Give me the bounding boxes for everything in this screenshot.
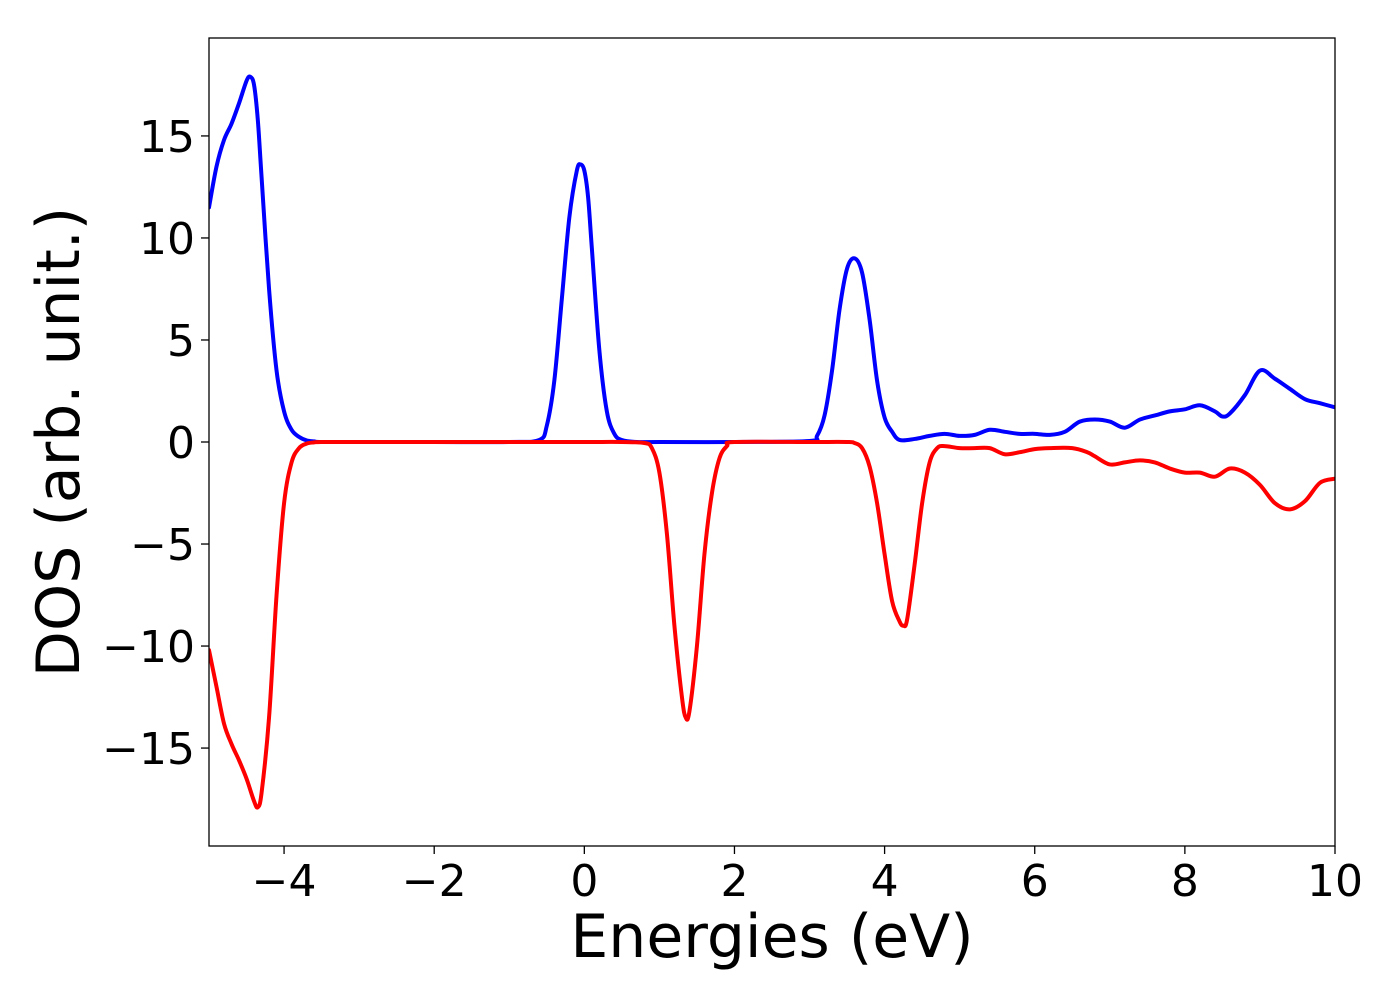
x-tick-label: 0 bbox=[570, 856, 598, 907]
x-tick-label: 4 bbox=[871, 856, 899, 907]
y-tick-label: 5 bbox=[167, 316, 195, 367]
y-tick-label: −10 bbox=[102, 622, 195, 673]
y-tick-label: 10 bbox=[139, 214, 195, 265]
y-tick-label: −5 bbox=[130, 520, 195, 571]
series-line-1 bbox=[209, 74, 1335, 445]
series-line-2 bbox=[209, 439, 1335, 810]
x-axis: −4 −2 0 2 4 6 8 10 bbox=[252, 846, 1363, 907]
x-tick-label: 10 bbox=[1307, 856, 1363, 907]
y-tick-label: −15 bbox=[102, 724, 195, 775]
y-tick-label: 15 bbox=[139, 112, 195, 163]
y-tick-label: 0 bbox=[167, 418, 195, 469]
y-axis: 15 10 5 0 −5 −10 −15 bbox=[102, 112, 209, 775]
x-axis-title: Energies (eV) bbox=[570, 902, 973, 972]
x-tick-label: 2 bbox=[720, 856, 748, 907]
x-tick-label: 6 bbox=[1021, 856, 1049, 907]
y-axis-title: DOS (arb. unit.) bbox=[24, 207, 94, 677]
x-tick-label: −2 bbox=[402, 856, 467, 907]
series-layer bbox=[209, 74, 1335, 810]
x-tick-label: −4 bbox=[252, 856, 317, 907]
x-tick-label: 8 bbox=[1171, 856, 1199, 907]
